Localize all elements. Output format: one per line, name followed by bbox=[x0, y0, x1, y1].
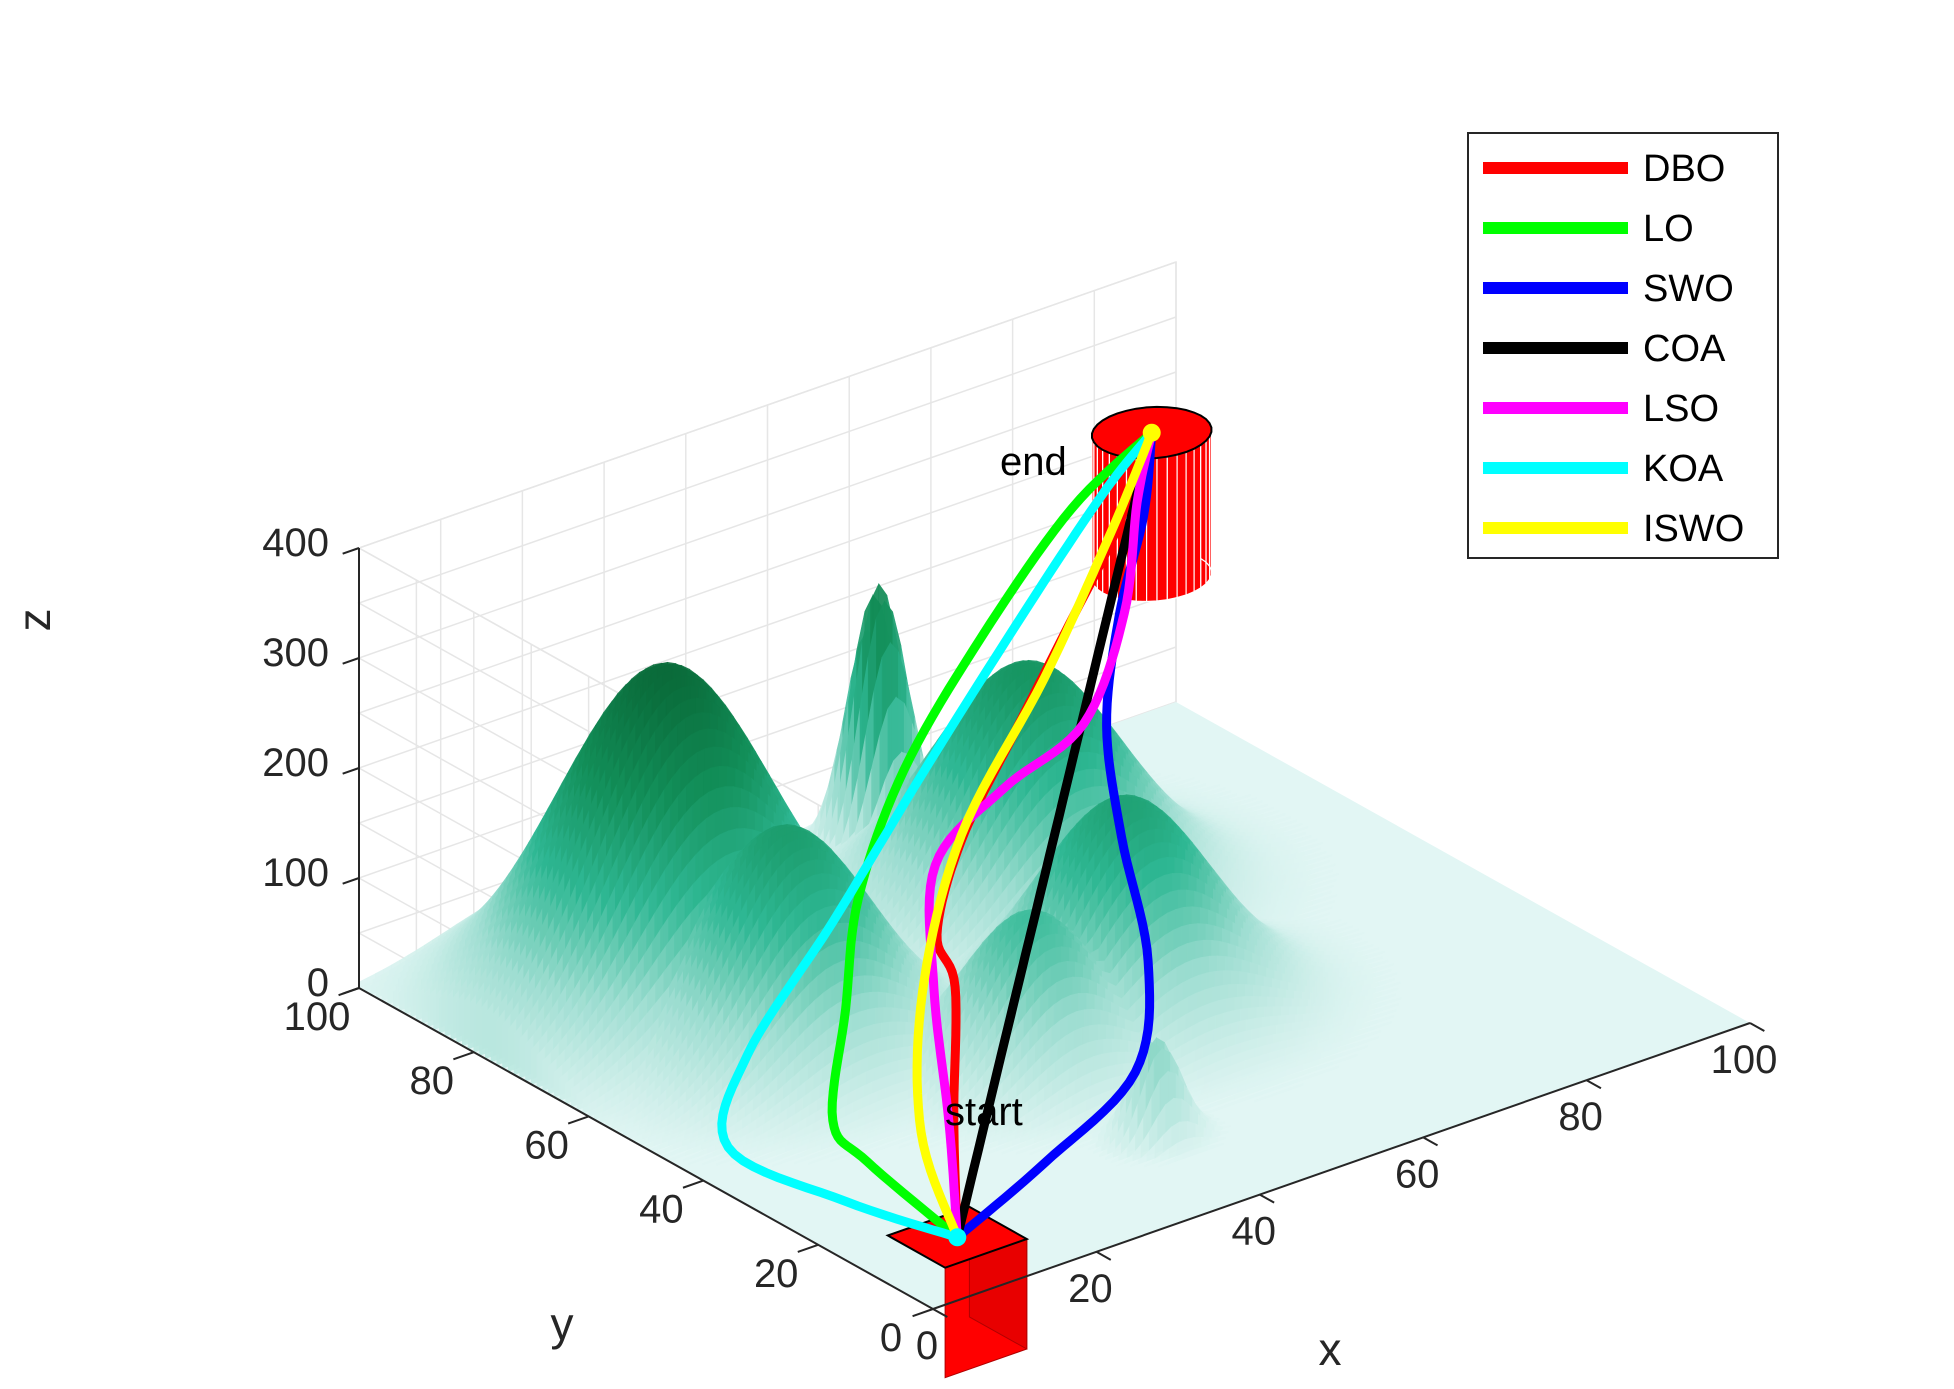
terrain-slice bbox=[1185, 777, 1195, 783]
terrain-slice bbox=[1166, 773, 1175, 779]
terrain-slice bbox=[1171, 776, 1181, 783]
terrain-slice bbox=[1152, 772, 1162, 779]
terrain-surface bbox=[358, 582, 1402, 1168]
